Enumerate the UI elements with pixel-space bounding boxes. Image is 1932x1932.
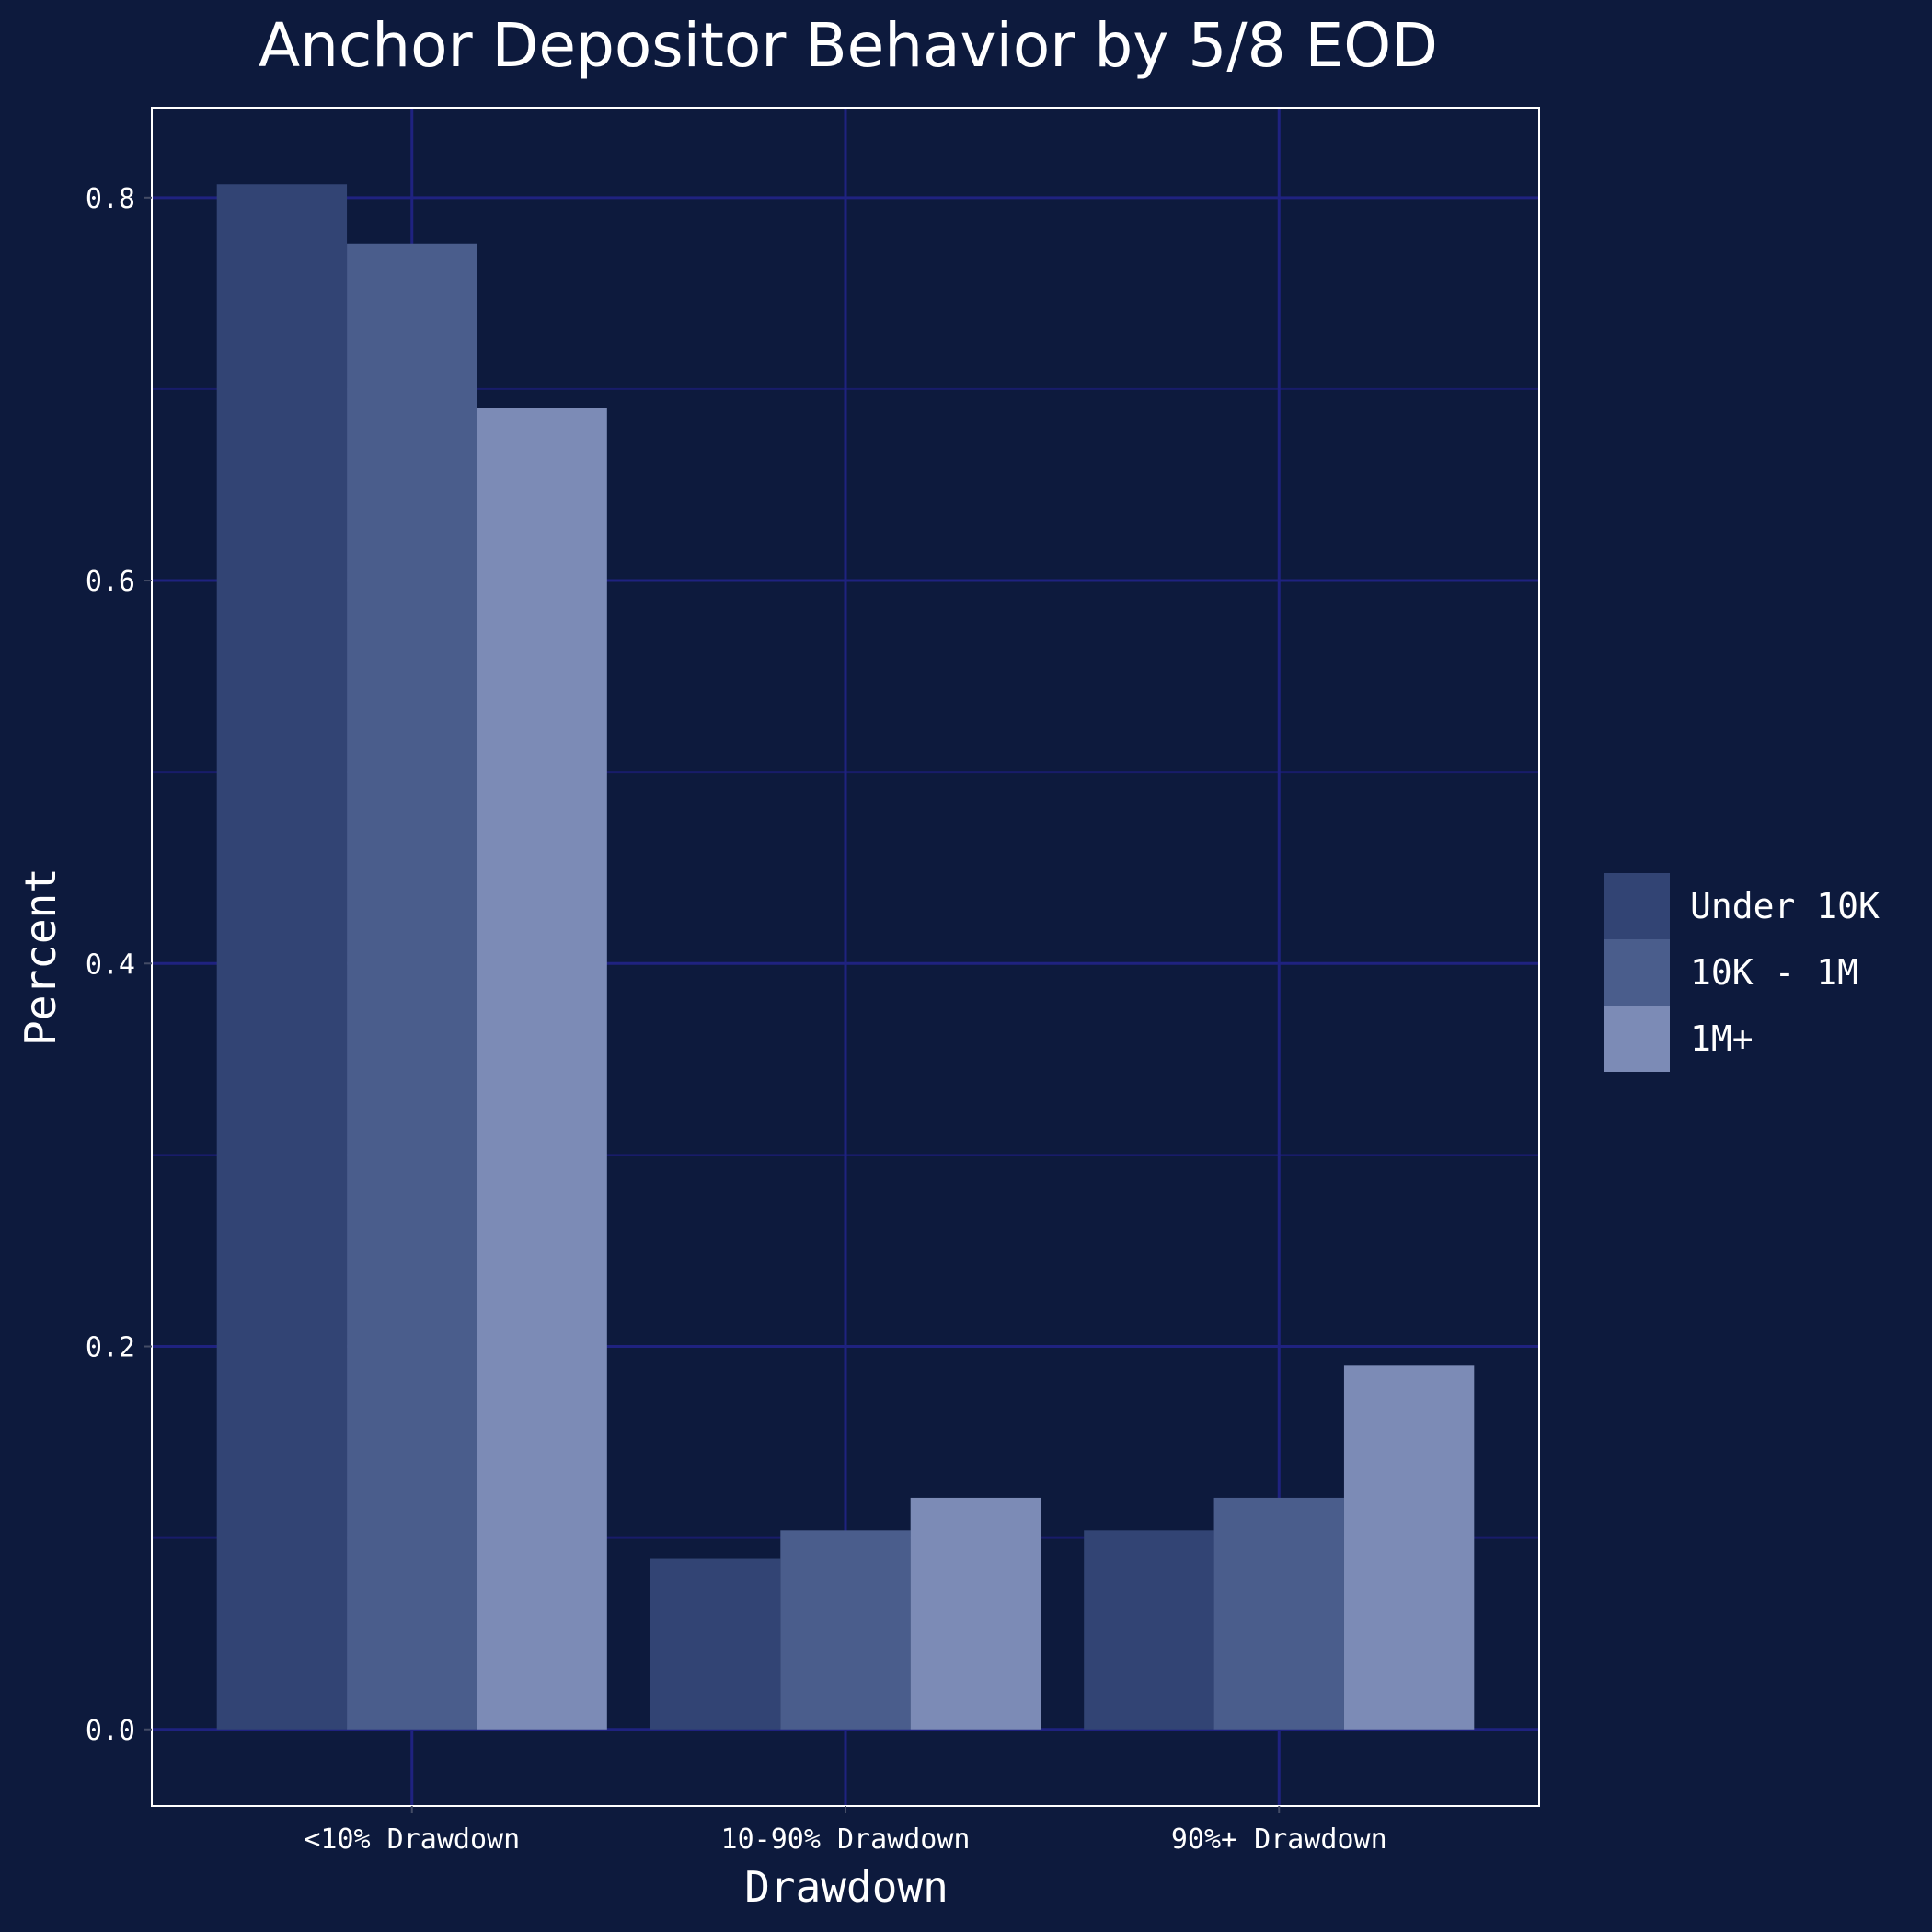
y-axis-title: Percent bbox=[16, 868, 65, 1046]
bar bbox=[1343, 1365, 1475, 1730]
x-tick-label: <10% Drawdown bbox=[304, 1823, 520, 1856]
y-tick-label: 0.2 bbox=[86, 1332, 135, 1364]
y-axis: 0.0 0.2 0.4 0.6 0.8 bbox=[86, 183, 152, 1747]
y-tick-label: 0.8 bbox=[86, 183, 135, 215]
x-axis-title: Drawdown bbox=[744, 1862, 949, 1912]
x-tick-label: 90%+ Drawdown bbox=[1171, 1823, 1387, 1856]
bar bbox=[910, 1497, 1041, 1730]
chart-title: Anchor Depositor Behavior by 5/8 EOD bbox=[259, 10, 1438, 81]
bar bbox=[1213, 1497, 1344, 1730]
legend-label: Under 10K bbox=[1690, 886, 1880, 926]
y-tick-label: 0.6 bbox=[86, 566, 135, 598]
bar bbox=[650, 1558, 781, 1730]
legend-key bbox=[1604, 1006, 1670, 1072]
x-axis: <10% Drawdown 10-90% Drawdown 90%+ Drawdow… bbox=[304, 1806, 1387, 1856]
bar bbox=[347, 243, 477, 1730]
legend-label: 10K - 1M bbox=[1690, 952, 1858, 993]
y-tick-label: 0.0 bbox=[86, 1715, 135, 1747]
legend-key bbox=[1604, 939, 1670, 1006]
bar bbox=[780, 1530, 911, 1730]
bar bbox=[477, 408, 607, 1730]
bars bbox=[216, 184, 1475, 1730]
legend: Under 10K 10K - 1M 1M+ bbox=[1604, 873, 1880, 1072]
bar bbox=[1084, 1530, 1214, 1730]
legend-label: 1M+ bbox=[1690, 1018, 1754, 1059]
bar bbox=[216, 184, 348, 1730]
y-tick-label: 0.4 bbox=[86, 949, 135, 981]
x-tick-label: 10-90% Drawdown bbox=[721, 1823, 971, 1856]
legend-key bbox=[1604, 873, 1670, 939]
